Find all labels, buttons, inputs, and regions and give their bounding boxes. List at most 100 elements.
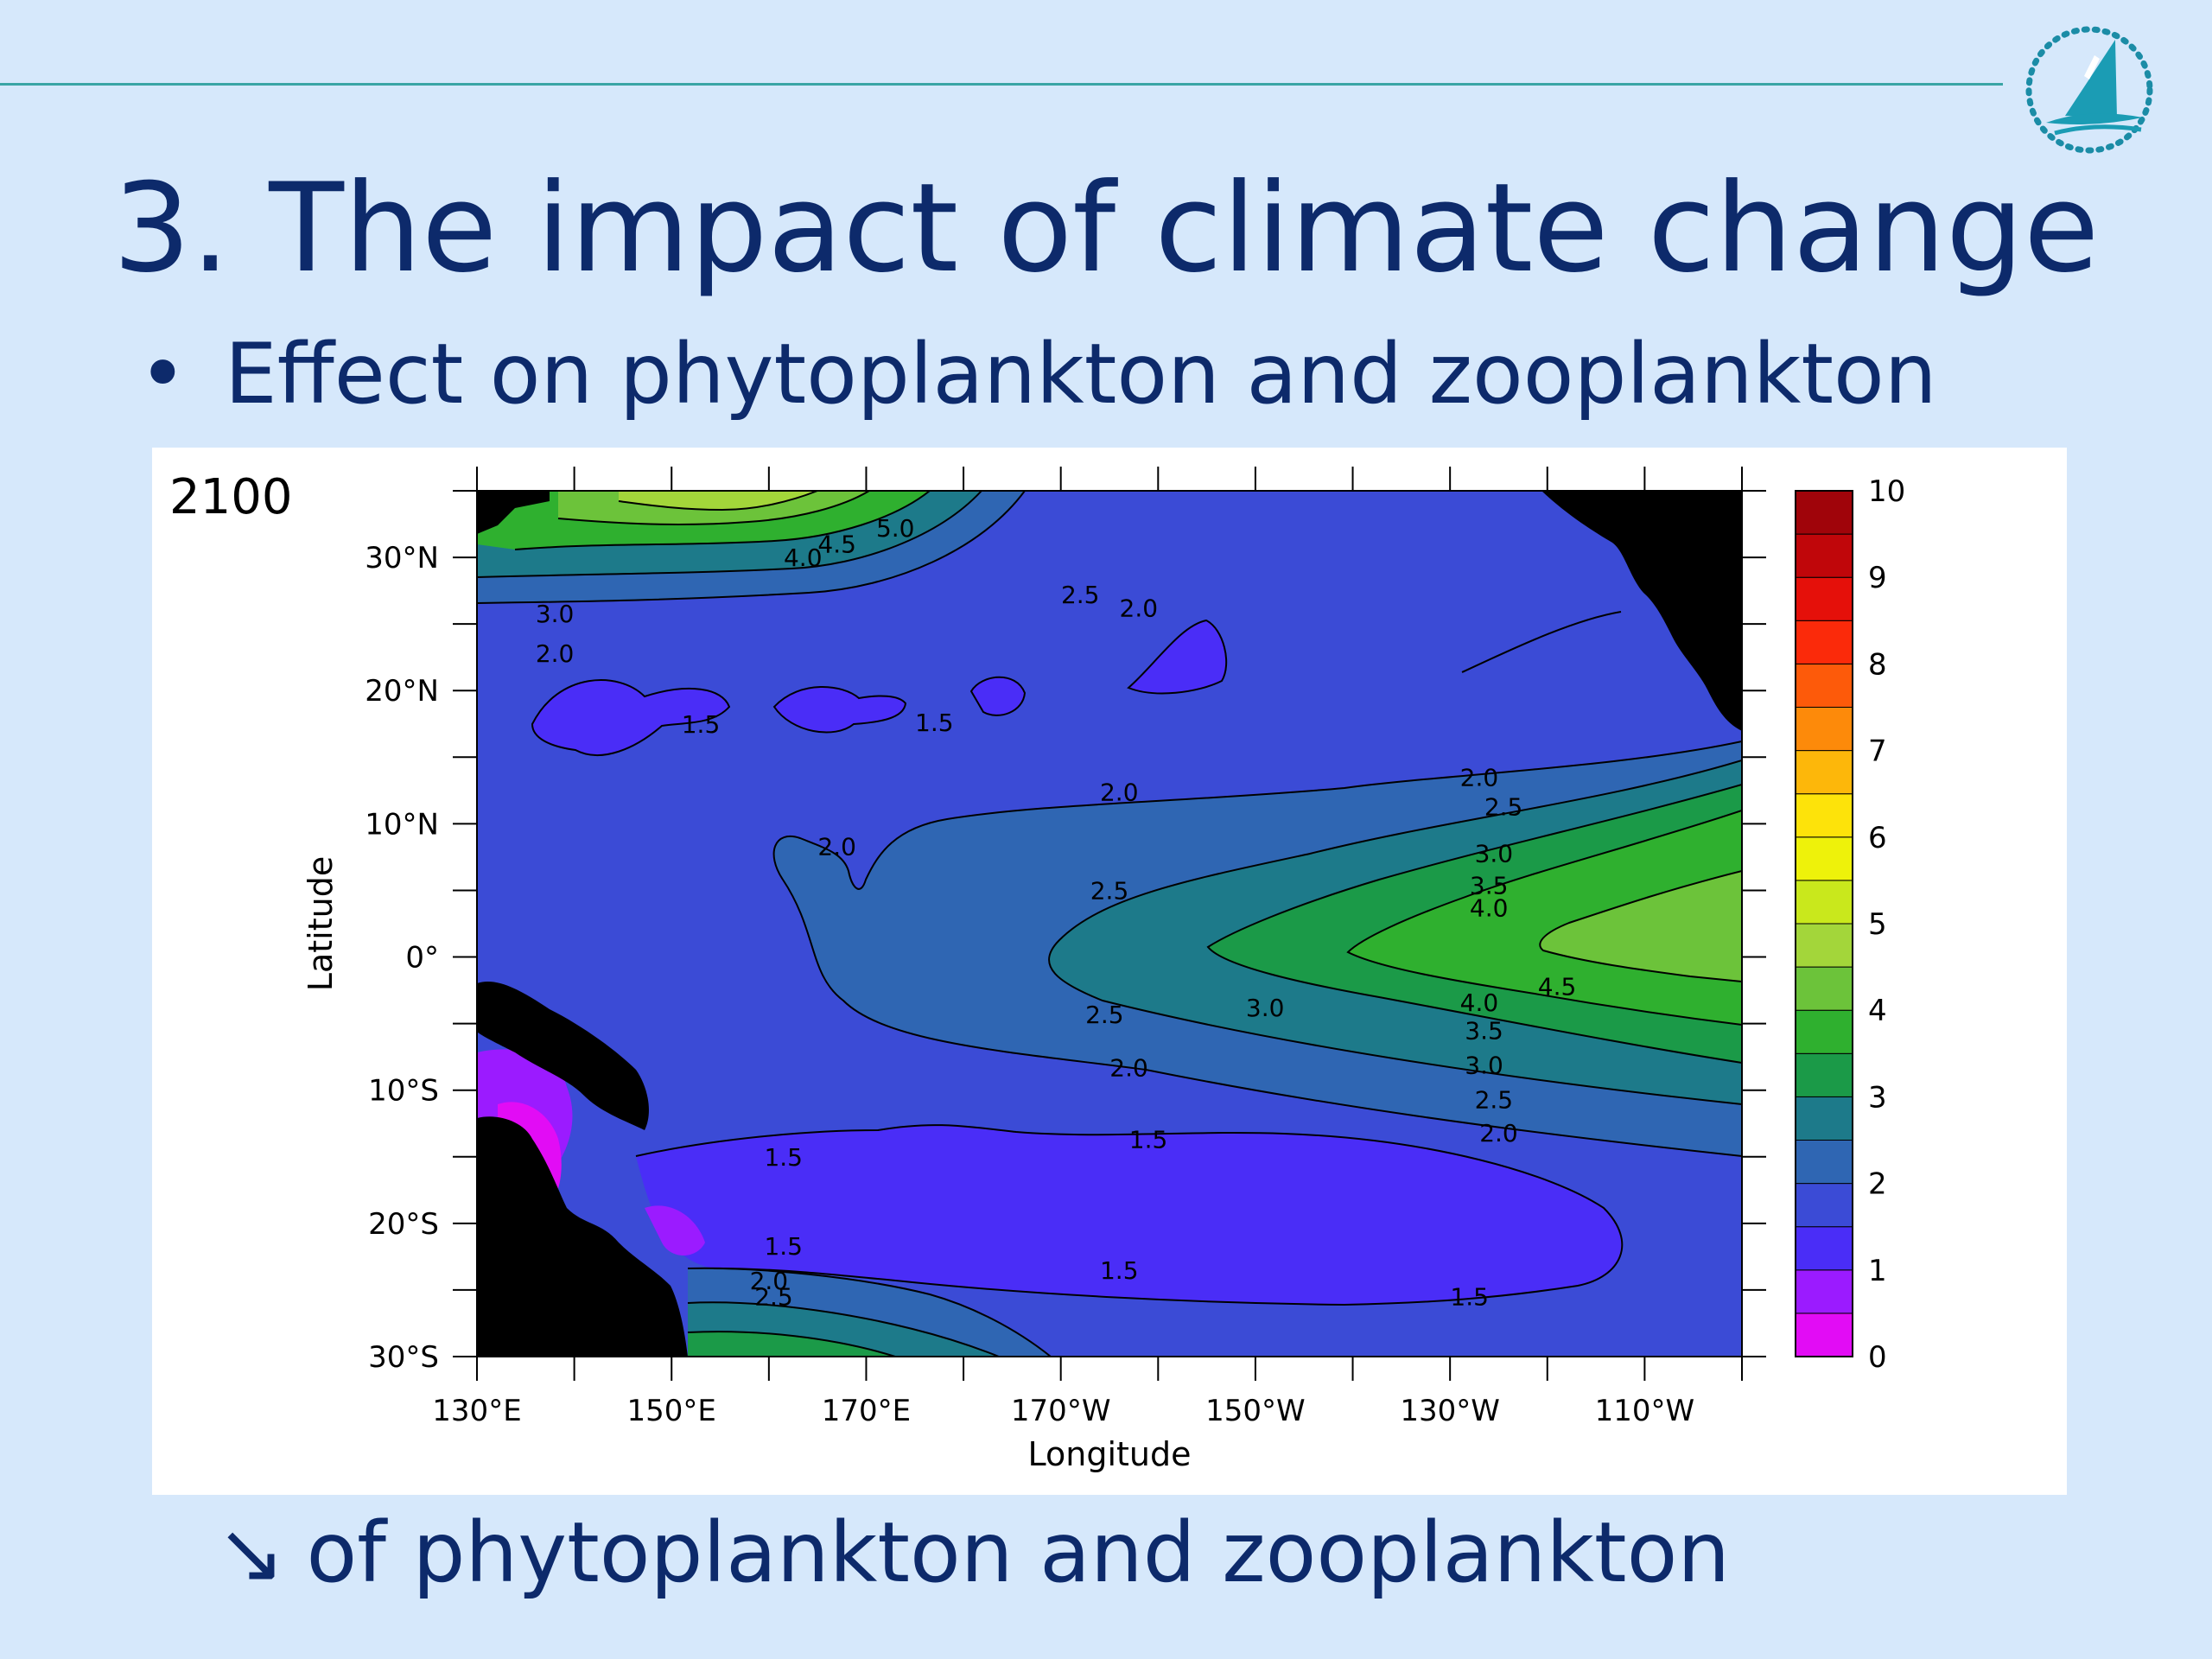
- colorbar-swatch: [1795, 707, 1853, 752]
- contour-label: 3.0: [1475, 839, 1514, 868]
- contour-label-text: 1.5: [1100, 1256, 1139, 1285]
- colorbar-tick-label: 8: [1868, 647, 1887, 682]
- colorbar-tick-label: 1: [1868, 1254, 1887, 1288]
- land-north-america: [1541, 491, 1742, 731]
- contour-label: 4.0: [1460, 988, 1499, 1017]
- footer-statement: ↘ of phytoplankton and zooplankton: [216, 1504, 1731, 1601]
- contour-label: 2.5: [1085, 1001, 1124, 1029]
- colorbar-swatch: [1795, 1226, 1853, 1271]
- contour-label: 2.5: [1475, 1085, 1514, 1114]
- contour-label-text: 3.0: [536, 600, 575, 628]
- contour-label-layer: 5.04.54.03.02.02.5 2.01.5 1.52.02.02.02.53…: [536, 514, 1576, 1311]
- contour-label-text: 4.5: [817, 531, 856, 559]
- coastal-field-1-b: [645, 1205, 705, 1255]
- colorbar-swatch: [1795, 1009, 1853, 1054]
- contour-label: 1.5: [1129, 1126, 1168, 1154]
- x-tick-label: 170°W: [1011, 1394, 1111, 1428]
- bullet-item: • Effect on phytoplankton and zooplankton: [138, 326, 1937, 423]
- colorbar-tick-label: 5: [1868, 907, 1887, 942]
- contour-label-text: 1.5: [1129, 1126, 1168, 1154]
- colorbar-tick-label: 6: [1868, 821, 1887, 855]
- y-axis-title: Latitude: [302, 856, 340, 991]
- south-field-3: [688, 1332, 895, 1357]
- contour-label-text: 2.5: [754, 1283, 793, 1312]
- panel-year-label: 2100: [169, 469, 293, 525]
- contour-label-text: 3.5: [1470, 871, 1509, 899]
- contour-label-text: 3.0: [1475, 839, 1514, 868]
- contour-label-text: 4.0: [1470, 894, 1509, 923]
- colorbar-swatch: [1795, 1269, 1853, 1314]
- header-rule: [0, 83, 2003, 86]
- contour-label: 2.0: [536, 639, 575, 668]
- contour-label: 3.0: [1465, 1051, 1503, 1079]
- contour-label-text: 5.0: [876, 514, 915, 543]
- contour-label-text: 2.5: [1475, 1085, 1514, 1114]
- contour-label-text: 2.5: [1090, 876, 1129, 905]
- north-field-1-5-d: [1128, 620, 1227, 694]
- contour-label: 1.5: [682, 710, 721, 739]
- contour-label-text: 2.0: [1100, 778, 1139, 806]
- contour-label-text: 2.0: [750, 1267, 789, 1295]
- colorbar-swatch: [1795, 620, 1853, 664]
- contour-lines: [477, 491, 1742, 1357]
- x-axis-title: Longitude: [1028, 1435, 1192, 1473]
- colorbar-swatch: [1795, 490, 1853, 535]
- contour-label: 2.5: [1061, 581, 1100, 609]
- contour-label: 1.5: [764, 1143, 803, 1172]
- contour-label: 2.0: [1109, 1053, 1148, 1082]
- contour-label: 3.0: [536, 600, 575, 628]
- contour-label: 1.5: [1450, 1283, 1489, 1312]
- colorbar-swatch: [1795, 1313, 1853, 1357]
- contour-label-text: 4.0: [784, 543, 823, 572]
- y-tick-label: 20°N: [365, 674, 439, 709]
- colorbar-tick-label: 4: [1868, 994, 1887, 1028]
- contour-label-text: 3.0: [1465, 1051, 1503, 1079]
- chlorophyll-map-figure: 2 10 0: [152, 448, 2067, 1495]
- slide-title: 3. The impact of climate change: [112, 157, 2100, 300]
- north-field-1-5-b: [774, 686, 906, 733]
- colorbar-swatch: [1795, 923, 1853, 968]
- colorbar-swatch: [1795, 1140, 1853, 1185]
- y-tick-label: 30°N: [365, 541, 439, 575]
- contour-label: 2.0: [817, 833, 856, 861]
- contour-label: 2.0: [1100, 778, 1139, 806]
- footer-text: of phytoplankton and zooplankton: [306, 1504, 1731, 1601]
- decrease-arrow-icon: ↘: [216, 1504, 286, 1601]
- y-tick-label: 10°S: [368, 1074, 439, 1109]
- x-tick-label: 110°W: [1595, 1394, 1695, 1428]
- bullet-marker: •: [138, 326, 188, 423]
- x-tick-label: 150°W: [1205, 1394, 1306, 1428]
- contour-label-text: 4.5: [1538, 972, 1577, 1001]
- land-australia: [477, 1116, 688, 1357]
- contour-label: 5.0: [876, 514, 915, 543]
- equatorial-field-4: [1348, 810, 1742, 1025]
- contour-label-text: 2.5: [1085, 1001, 1124, 1029]
- contour-label: 2.5: [1090, 876, 1129, 905]
- contour-label: 2.5: [754, 1283, 793, 1312]
- south-field-1-5: [636, 1125, 1623, 1305]
- colorbar-swatch: [1795, 966, 1853, 1011]
- colorbar-swatch: [1795, 533, 1853, 578]
- colorbar-tick-label: 7: [1868, 734, 1887, 769]
- contour-map-chart: 2 10 0: [169, 467, 1905, 1473]
- contour-label: 1.5: [915, 709, 954, 737]
- colorbar-tick-label: 9: [1868, 561, 1887, 595]
- contour-label-text: 2.0: [1120, 594, 1159, 623]
- colorbar-swatch: [1795, 836, 1853, 881]
- north-field-1-5-a: [532, 680, 729, 756]
- contour-label-text: 1.5: [764, 1143, 803, 1172]
- colorbar-swatch: [1795, 793, 1853, 838]
- colorbar: 0 1 2 3 4 5 6 7 8 9 10: [1795, 474, 1905, 1375]
- contour-label: 1.5: [1100, 1256, 1139, 1285]
- contour-label: 2.5: [1484, 792, 1523, 821]
- colorbar-swatch: [1795, 663, 1853, 708]
- contour-label: 3.5: [1465, 1016, 1503, 1045]
- colorbar-tick-label: 3: [1868, 1080, 1887, 1115]
- colorbar-swatch: [1795, 1096, 1853, 1141]
- contour-label-text: 2.0: [1460, 763, 1499, 791]
- contour-label-text: 2.5: [1061, 581, 1100, 609]
- contour-label-text: 3.0: [1246, 994, 1285, 1022]
- contour-label: 4.0: [784, 543, 823, 572]
- map-fields: 5.04.54.03.02.02.5 2.01.5 1.52.02.02.02.53…: [477, 491, 1742, 1357]
- colorbar-swatch: [1795, 880, 1853, 925]
